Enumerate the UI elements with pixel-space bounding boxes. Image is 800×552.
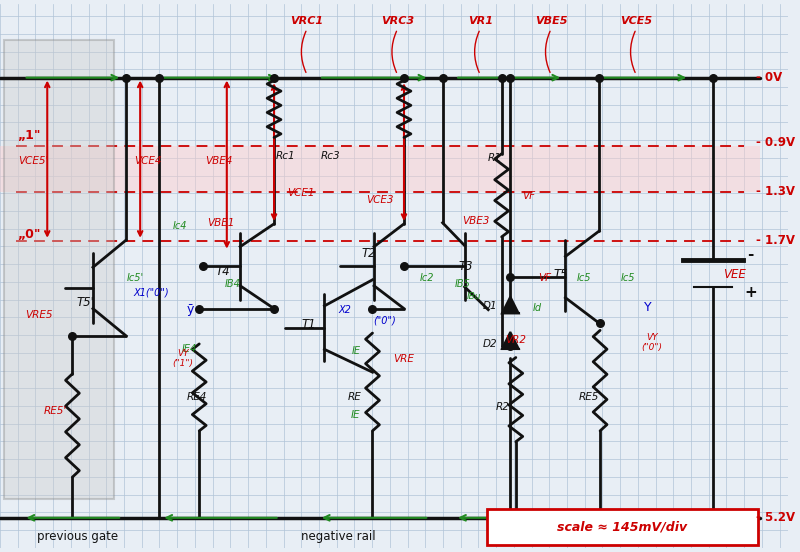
Text: VRE: VRE	[393, 354, 414, 364]
Text: R2: R2	[495, 402, 510, 412]
Text: VEE: VEE	[722, 268, 746, 282]
Point	[120, 73, 133, 82]
Text: „1": „1"	[18, 129, 41, 142]
Point	[153, 73, 166, 82]
Text: VR1: VR1	[468, 15, 493, 25]
Point	[398, 262, 410, 270]
Text: T5: T5	[554, 268, 568, 282]
Text: Ic5: Ic5	[621, 273, 636, 283]
Polygon shape	[502, 332, 518, 349]
Point	[706, 73, 719, 82]
Text: X1("0"): X1("0")	[134, 287, 169, 298]
Text: R1: R1	[488, 152, 502, 162]
Text: scale ≈ 145mV/div: scale ≈ 145mV/div	[557, 521, 687, 534]
Text: X2: X2	[338, 305, 351, 315]
Text: RE: RE	[347, 391, 362, 402]
Text: - 1.3V: - 1.3V	[756, 185, 795, 198]
Text: VF: VF	[522, 190, 536, 200]
Text: negative rail: negative rail	[302, 530, 376, 543]
Text: VF: VF	[538, 273, 551, 283]
Text: IB4: IB4	[224, 279, 240, 289]
Text: Ic2: Ic2	[419, 273, 434, 283]
Point	[504, 341, 517, 350]
Text: VR2: VR2	[506, 335, 526, 345]
Text: previous gate: previous gate	[37, 530, 118, 543]
Text: Rc1: Rc1	[275, 151, 295, 161]
Text: VY
("0"): VY ("0")	[642, 333, 662, 352]
Text: Ic5: Ic5	[577, 273, 591, 283]
Text: Ic5': Ic5'	[127, 273, 144, 283]
Text: VRC1: VRC1	[290, 15, 324, 25]
Text: IE: IE	[351, 346, 361, 356]
Text: RE5': RE5'	[43, 406, 66, 416]
Bar	[0, 146, 760, 192]
Text: - 5.2V: - 5.2V	[756, 511, 795, 524]
Text: T1: T1	[302, 319, 316, 331]
Text: ȳ: ȳ	[187, 303, 194, 316]
Text: IBu: IBu	[467, 292, 482, 301]
Point	[504, 73, 517, 82]
Point	[436, 73, 449, 82]
Point	[268, 304, 281, 313]
Text: VBE1: VBE1	[207, 217, 234, 228]
Text: VY
("1"): VY ("1")	[172, 349, 194, 368]
Text: IB5: IB5	[455, 279, 471, 289]
Text: Ic4: Ic4	[172, 221, 187, 231]
Text: T2: T2	[362, 247, 376, 259]
Point	[197, 262, 210, 270]
Text: - 1.7V: - 1.7V	[756, 234, 795, 247]
Text: T4: T4	[215, 265, 230, 278]
Text: Rc3: Rc3	[321, 151, 341, 161]
Text: IE4: IE4	[182, 344, 197, 354]
Text: RE4: RE4	[186, 391, 207, 402]
Text: Y: Y	[643, 301, 651, 314]
Point	[495, 73, 508, 82]
Text: -: -	[747, 247, 754, 262]
Text: Id: Id	[533, 302, 542, 312]
Text: VBE3: VBE3	[462, 216, 490, 226]
Text: RE5: RE5	[579, 391, 599, 402]
Text: ("0"): ("0")	[373, 316, 396, 326]
Point	[366, 304, 379, 313]
Text: IE: IE	[351, 410, 361, 420]
Text: VCE3: VCE3	[366, 195, 394, 205]
Text: „0": „0"	[18, 227, 41, 241]
Text: - 0V: - 0V	[756, 71, 782, 84]
Text: +: +	[744, 285, 757, 300]
Text: D2: D2	[482, 339, 497, 349]
Text: D1: D1	[482, 301, 497, 311]
Text: T3: T3	[459, 260, 474, 273]
Text: VRC3: VRC3	[381, 15, 414, 25]
Text: VCE1: VCE1	[287, 188, 314, 198]
Text: VCE5: VCE5	[620, 15, 652, 25]
Point	[594, 319, 606, 328]
Bar	[486, 508, 758, 545]
Polygon shape	[502, 296, 518, 314]
Text: VCE5': VCE5'	[18, 156, 49, 166]
Text: VBE4: VBE4	[206, 156, 233, 166]
Point	[268, 73, 281, 82]
Text: T5': T5'	[76, 295, 94, 309]
Point	[66, 331, 79, 340]
Point	[504, 273, 517, 282]
Text: VBE5: VBE5	[535, 15, 567, 25]
Point	[593, 73, 606, 82]
Point	[193, 304, 206, 313]
Point	[398, 73, 410, 82]
Text: VCE4: VCE4	[134, 156, 162, 166]
Text: VRE5: VRE5	[26, 310, 53, 320]
Text: - 0.9V: - 0.9V	[756, 136, 795, 150]
Bar	[4, 40, 114, 499]
